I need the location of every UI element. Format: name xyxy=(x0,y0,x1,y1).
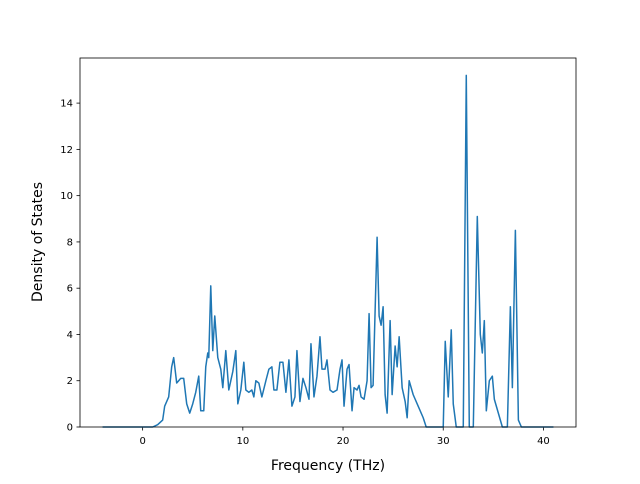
y-axis-label: Density of States xyxy=(30,182,46,302)
y-tick-label: 6 xyxy=(67,284,73,295)
y-tick-label: 0 xyxy=(67,423,73,434)
x-tick-label: 40 xyxy=(537,436,550,447)
x-tick-label: 0 xyxy=(139,436,145,447)
x-tick-label: 30 xyxy=(437,436,450,447)
x-tick-label: 10 xyxy=(236,436,249,447)
y-tick-label: 12 xyxy=(60,145,73,156)
y-tick-label: 10 xyxy=(60,191,73,202)
y-tick-label: 4 xyxy=(67,330,73,341)
y-tick-label: 8 xyxy=(67,237,73,248)
y-tick-label: 14 xyxy=(60,99,73,110)
dos-line xyxy=(102,74,554,428)
y-tick-label: 2 xyxy=(67,376,73,387)
plot-frame xyxy=(79,57,577,428)
x-tick-label: 20 xyxy=(337,436,350,447)
x-axis-label: Frequency (THz) xyxy=(271,458,385,474)
